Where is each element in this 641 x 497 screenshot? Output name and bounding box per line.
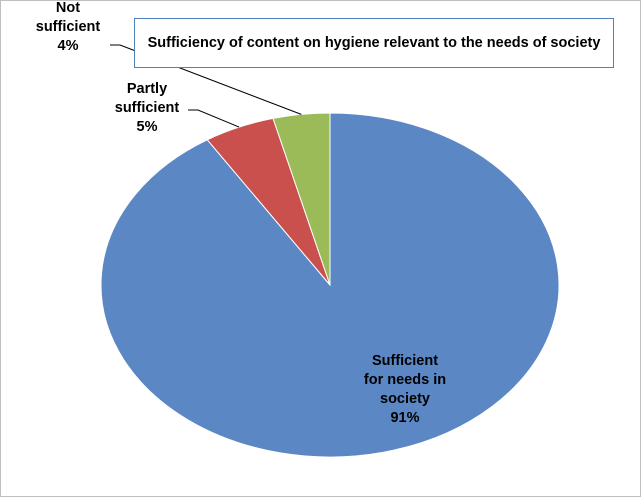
slice-percent-label: 91% bbox=[390, 410, 420, 426]
pie-slice-not-sufficient bbox=[272, 112, 331, 286]
chart-title: Sufficiency of content on hygiene releva… bbox=[134, 18, 614, 68]
slice-label-partly-sufficient: Partly sufficient 5% bbox=[92, 80, 202, 137]
slice-label-line: Partly bbox=[126, 81, 168, 97]
slice-label-line: Not bbox=[55, 0, 81, 16]
chart-title-text: Sufficiency of content on hygiene releva… bbox=[147, 34, 601, 51]
slice-label-line: Sufficient bbox=[371, 353, 439, 369]
leader-line-not-sufficient bbox=[110, 44, 302, 115]
slice-percent-label: 4% bbox=[57, 38, 79, 54]
leader-line-partly-sufficient bbox=[188, 109, 240, 128]
slice-label-not-sufficient: Not sufficient 4% bbox=[18, 0, 118, 56]
slice-percent-label: 5% bbox=[136, 119, 158, 135]
slice-label-line: society bbox=[380, 391, 430, 407]
slice-label-sufficient: Sufficient for needs in society 91% bbox=[330, 352, 480, 428]
slice-label-line: sufficient bbox=[114, 100, 180, 116]
slice-label-line: for needs in bbox=[363, 372, 447, 388]
slice-label-line: sufficient bbox=[35, 19, 101, 35]
